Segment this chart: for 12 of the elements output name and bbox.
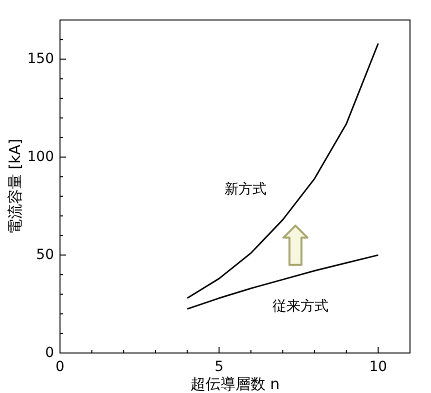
y-tick-label: 0 (45, 344, 54, 361)
y-tick-label: 150 (27, 51, 54, 68)
x-tick-label: 0 (56, 359, 64, 375)
y-axis-title: 電流容量 [kA] (6, 138, 24, 234)
series-label: 従来方式 (272, 298, 329, 314)
x-tick-label: 10 (369, 359, 388, 375)
series-label: 新方式 (224, 182, 267, 198)
line-series (186, 42, 379, 299)
y-tick-label: 50 (36, 246, 54, 263)
x-tick-label: 5 (214, 359, 224, 375)
y-tick-label: 100 (27, 148, 54, 165)
x-axis-title: 超伝導層数 n (190, 375, 280, 393)
